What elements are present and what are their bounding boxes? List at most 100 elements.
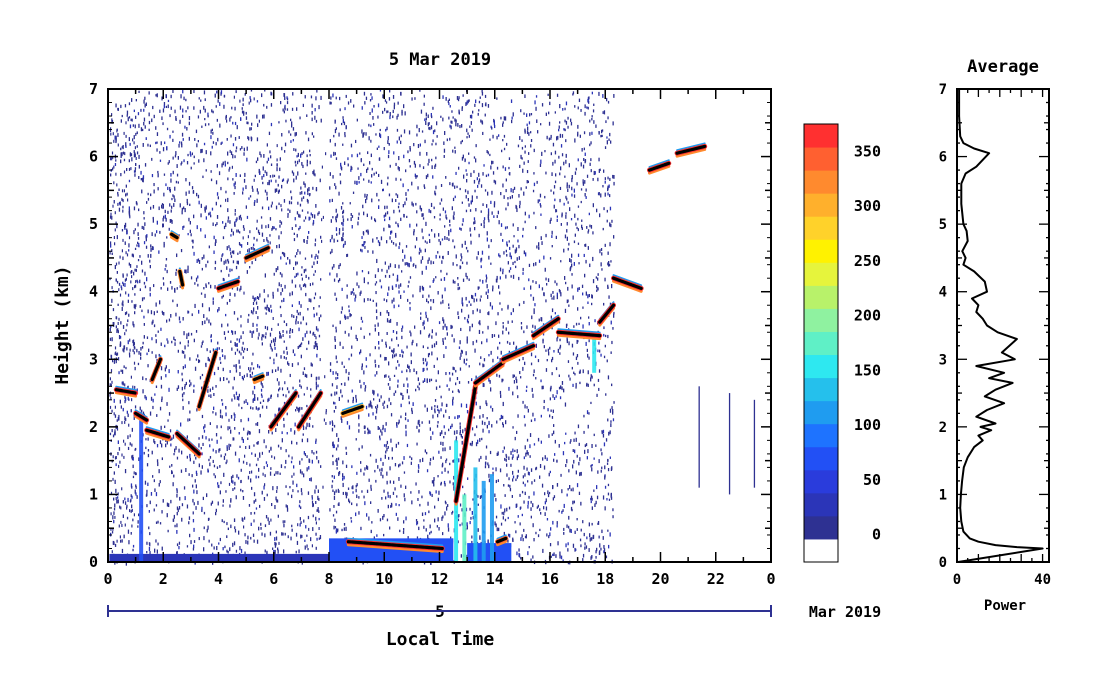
noise-pixel-798 (235, 146, 238, 150)
noise-pixel-2206 (443, 480, 446, 485)
noise-pixel-3633 (373, 172, 375, 176)
noise-pixel-1939 (161, 457, 163, 461)
noise-pixel-3483 (350, 143, 353, 148)
noise-pixel-4750 (363, 277, 365, 280)
noise-pixel-3038 (591, 302, 593, 306)
noise-pixel-1931 (315, 385, 318, 390)
noise-pixel-1166 (313, 135, 315, 138)
noise-pixel-4205 (582, 553, 585, 558)
noise-pixel-4328 (612, 327, 614, 330)
noise-pixel-1847 (225, 490, 227, 493)
noise-pixel-1485 (211, 145, 213, 149)
noise-pixel-4931 (404, 497, 406, 502)
noise-pixel-3314 (368, 123, 370, 127)
noise-pixel-3514 (389, 263, 392, 268)
noise-pixel-4107 (342, 477, 344, 481)
noise-pixel-3559 (588, 294, 590, 298)
noise-pixel-147 (145, 245, 148, 249)
noise-pixel-1821 (139, 288, 141, 292)
noise-pixel-2652 (421, 495, 423, 499)
noise-pixel-886 (168, 412, 171, 416)
noise-pixel-4637 (479, 405, 481, 410)
noise-pixel-694 (291, 170, 294, 174)
noise-pixel-4251 (418, 424, 421, 427)
noise-pixel-3991 (340, 416, 342, 420)
noise-pixel-2702 (498, 134, 500, 137)
noise-pixel-4106 (563, 128, 565, 131)
noise-pixel-3813 (555, 554, 557, 558)
noise-pixel-3289 (365, 365, 368, 368)
noise-pixel-4596 (329, 362, 332, 366)
noise-pixel-502 (162, 277, 164, 280)
noise-pixel-2825 (577, 133, 579, 137)
noise-pixel-1934 (303, 239, 305, 243)
noise-pixel-976 (238, 396, 240, 401)
noise-pixel-59 (301, 209, 304, 212)
noise-pixel-3936 (341, 306, 343, 311)
noise-pixel-1904 (183, 206, 185, 210)
noise-pixel-4234 (587, 424, 589, 429)
noise-pixel-1515 (266, 493, 268, 497)
noise-pixel-168 (276, 422, 278, 427)
noise-pixel-2605 (425, 117, 427, 121)
noise-pixel-2904 (538, 247, 540, 250)
noise-pixel-3506 (448, 98, 450, 101)
noise-pixel-4860 (565, 139, 567, 143)
noise-pixel-4301 (524, 94, 526, 98)
noise-pixel-2009 (236, 260, 238, 264)
noise-pixel-4326 (335, 185, 337, 190)
noise-pixel-2960 (552, 161, 554, 166)
noise-pixel-1132 (220, 436, 222, 440)
noise-pixel-3018 (368, 429, 370, 434)
noise-pixel-2189 (516, 551, 518, 556)
noise-pixel-3759 (424, 240, 426, 243)
noise-pixel-3252 (461, 124, 463, 128)
noise-pixel-4513 (423, 102, 425, 106)
noise-pixel-278 (312, 186, 314, 190)
noise-pixel-3694 (498, 285, 500, 289)
noise-pixel-2180 (465, 507, 468, 512)
noise-pixel-3816 (377, 393, 379, 397)
noise-pixel-4153 (362, 133, 364, 137)
noise-pixel-1244 (236, 229, 238, 233)
noise-pixel-310 (146, 551, 148, 554)
noise-pixel-2143 (388, 274, 391, 278)
noise-pixel-753 (227, 219, 229, 223)
noise-pixel-3001 (577, 131, 579, 135)
noise-pixel-4456 (440, 184, 443, 187)
noise-pixel-603 (160, 327, 162, 331)
noise-pixel-656 (159, 151, 161, 154)
noise-pixel-2820 (332, 216, 334, 219)
noise-pixel-3381 (495, 498, 497, 502)
noise-pixel-1167 (193, 527, 195, 532)
noise-pixel-2481 (502, 401, 504, 407)
noise-pixel-44 (156, 444, 159, 448)
noise-pixel-4692 (556, 215, 558, 218)
noise-pixel-1398 (210, 129, 212, 134)
noise-pixel-4947 (511, 320, 513, 323)
noise-pixel-3898 (568, 341, 570, 346)
noise-pixel-2900 (521, 139, 523, 142)
noise-pixel-786 (143, 108, 145, 112)
noise-pixel-1032 (158, 469, 160, 474)
noise-pixel-3262 (587, 294, 589, 299)
noise-pixel-3611 (401, 349, 403, 353)
noise-pixel-328 (257, 407, 259, 411)
noise-pixel-246 (250, 310, 253, 314)
noise-pixel-4192 (457, 389, 459, 392)
noise-pixel-2233 (500, 116, 502, 120)
noise-pixel-498 (271, 369, 274, 374)
noise-pixel-3029 (578, 322, 580, 326)
noise-pixel-4805 (479, 415, 481, 419)
noise-pixel-2684 (403, 290, 405, 293)
noise-pixel-4434 (580, 162, 582, 167)
noise-pixel-2394 (381, 431, 383, 436)
noise-pixel-1470 (166, 502, 169, 507)
noise-pixel-3498 (409, 146, 411, 150)
noise-pixel-4607 (460, 253, 462, 257)
noise-pixel-3742 (523, 330, 525, 334)
noise-pixel-2644 (337, 528, 339, 532)
noise-pixel-2683 (608, 544, 610, 549)
noise-pixel-1100 (243, 350, 245, 353)
noise-pixel-2693 (374, 346, 376, 350)
